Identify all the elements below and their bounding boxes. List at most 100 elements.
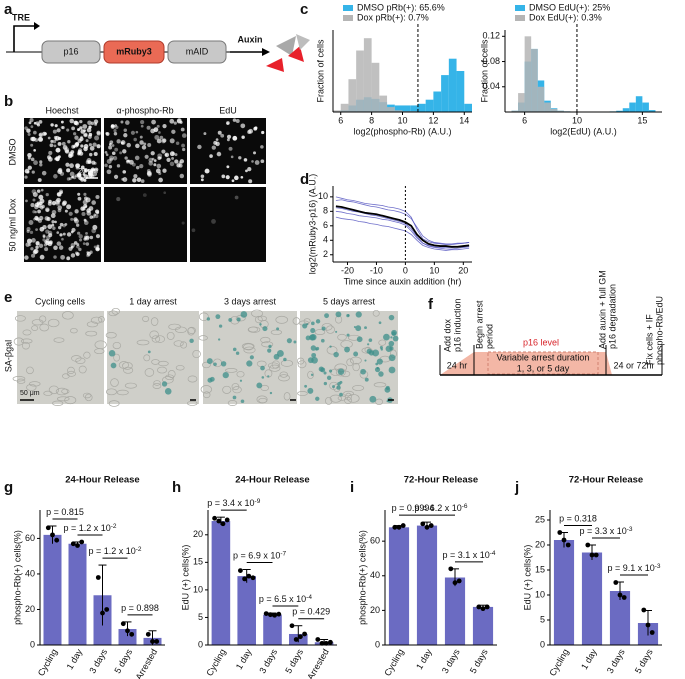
stain (240, 399, 245, 404)
event-label: Add auxin + full GM (597, 270, 607, 349)
nucleus (71, 227, 76, 233)
nucleus (51, 220, 55, 224)
nucleus (92, 142, 97, 147)
nucleus (42, 235, 46, 239)
nucleus (216, 151, 222, 157)
nucleus (60, 254, 65, 260)
data-point (589, 552, 595, 558)
stain (339, 392, 343, 397)
event-label: phospho-Rb/EdU (654, 296, 664, 365)
nucleus (87, 168, 91, 172)
cell (307, 370, 314, 379)
p-value-text: p = 9.1 x 10 (607, 563, 654, 573)
nucleus (85, 197, 91, 203)
legend-label: Dox pRb(+): 0.7% (357, 12, 429, 22)
nucleus (24, 175, 28, 179)
stain (320, 338, 325, 343)
nucleus (159, 135, 164, 140)
box-label: Variable arrest duration (497, 352, 590, 362)
nucleus (240, 175, 244, 179)
nucleus (71, 175, 74, 179)
stain (390, 336, 393, 339)
event-label: Fix cells + IF (644, 314, 654, 365)
arrest-box (487, 351, 599, 375)
nucleus (62, 232, 66, 236)
cell (97, 316, 105, 323)
nucleus (74, 135, 79, 140)
histogram-bar (441, 75, 449, 112)
nucleus (56, 241, 62, 246)
column-label: 1 day arrest (129, 296, 177, 306)
scale-bar-label: 20 μm (78, 168, 98, 175)
nucleus (37, 178, 42, 183)
nucleus (93, 161, 97, 165)
nucleus (78, 176, 83, 181)
nucleus (253, 151, 257, 155)
panel-label: d (300, 171, 309, 188)
nucleus (52, 226, 56, 230)
construct-diagram: TRE p16 mRuby3 mAID Auxin (6, 12, 310, 72)
nucleus (130, 130, 135, 135)
legend-swatch (515, 5, 525, 11)
cell (251, 309, 263, 318)
curve-label: p16 level (523, 337, 559, 347)
nucleus (35, 228, 38, 232)
nucleus (109, 142, 112, 146)
fragment (296, 34, 310, 50)
p-value: p = 3.1 x 10-4 (442, 550, 495, 561)
stain (235, 351, 240, 355)
trace-line (335, 196, 470, 246)
data-point (392, 524, 398, 530)
cell (232, 386, 242, 394)
p-value-text: p = 0.815 (46, 507, 84, 517)
p-value-exponent: -4 (306, 594, 312, 601)
nucleus (122, 149, 127, 154)
histogram-bar (518, 93, 525, 112)
cell (26, 383, 37, 391)
nucleus (37, 209, 41, 214)
cell (20, 338, 33, 344)
p-value: p = 0.898 (121, 603, 159, 613)
cell (15, 315, 26, 322)
cell (52, 400, 64, 406)
cell (116, 389, 129, 396)
nucleus (46, 235, 51, 240)
data-point (456, 578, 462, 584)
data-point (565, 542, 571, 548)
nucleus (70, 243, 76, 248)
nucleus (84, 236, 90, 241)
cell (373, 382, 387, 388)
nucleus (80, 206, 85, 211)
y-tick-label: 5 (198, 612, 203, 622)
row-label: 50 ng/ml Dox (7, 198, 17, 252)
stain (326, 375, 332, 380)
nucleus (108, 145, 113, 150)
nucleus (119, 151, 123, 155)
nucleus (56, 231, 60, 234)
nucleus (260, 159, 265, 164)
panel-label: a (4, 1, 13, 18)
y-tick-label: 60 (25, 533, 35, 543)
nucleus (34, 202, 39, 207)
nucleus (89, 215, 93, 219)
p-value: p = 6.2 x 10-6 (414, 503, 467, 514)
cell (269, 364, 281, 372)
stain (323, 381, 328, 386)
nucleus (28, 220, 34, 225)
box-label: 1, 3, or 5 day (517, 363, 570, 373)
y-tick-label: 25 (535, 514, 545, 524)
nucleus (24, 168, 30, 174)
nucleus (176, 163, 181, 168)
nucleus (248, 128, 253, 134)
nucleus (62, 200, 67, 206)
nucleus (66, 177, 71, 181)
nucleus (61, 126, 65, 130)
data-point (246, 573, 252, 579)
cell (187, 326, 196, 335)
stain (267, 375, 270, 378)
cell (62, 373, 70, 379)
nucleus (78, 247, 82, 252)
nucleus (230, 155, 234, 159)
bar (444, 577, 466, 645)
nucleus (181, 133, 187, 138)
